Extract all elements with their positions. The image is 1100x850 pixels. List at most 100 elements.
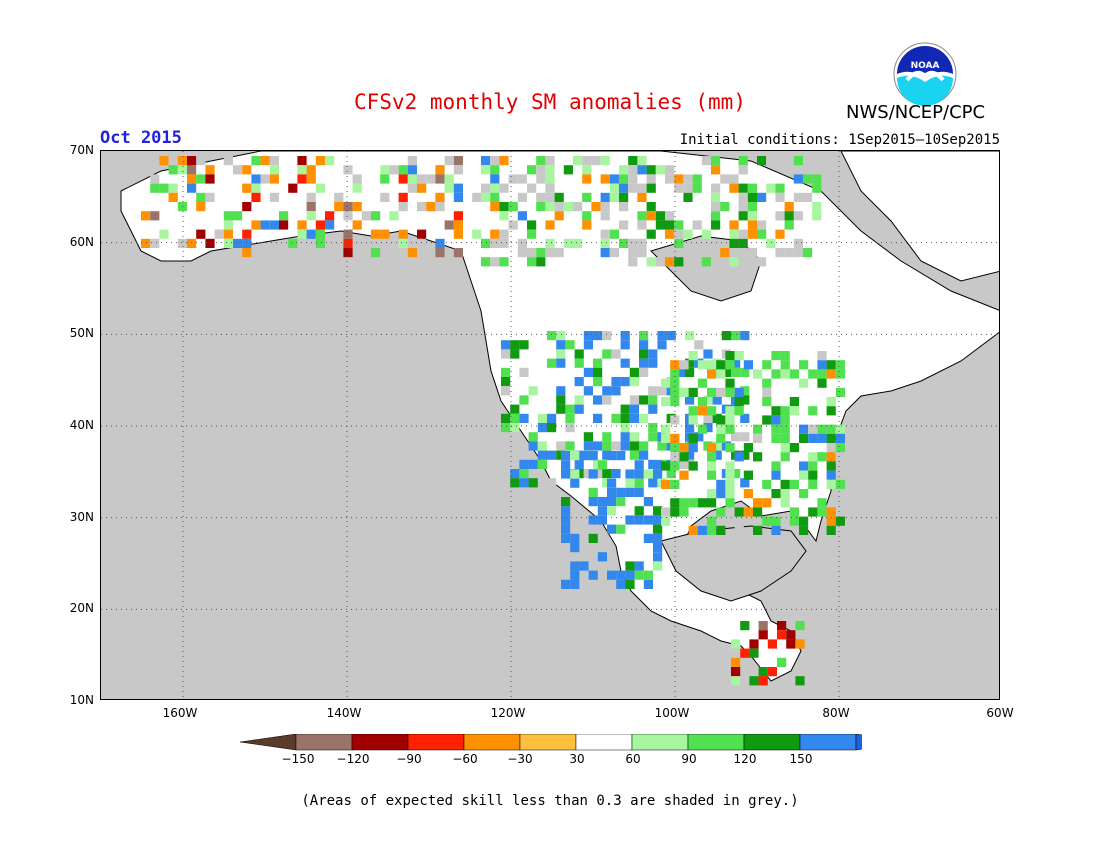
anomaly-cell [655,220,665,230]
anomaly-cell [519,469,529,479]
anomaly-cell [593,413,603,423]
anomaly-cell [616,451,626,461]
map-title: CFSv2 monthly SM anomalies (mm) [354,90,746,114]
anomaly-cell [609,192,619,202]
anomaly-cell [679,443,689,453]
anomaly-cell [646,229,656,239]
anomaly-cell [697,397,707,407]
anomaly-cell [591,202,601,212]
agency-label: NWS/NCEP/CPC [846,102,986,123]
anomaly-cell [591,156,601,166]
anomaly-cell [634,478,644,488]
anomaly-cell [444,183,454,193]
anomaly-cell [453,165,463,175]
anomaly-cell [767,639,777,649]
anomaly-cell [196,202,206,212]
anomaly-cell [799,461,809,471]
svg-text:NOAA: NOAA [911,61,940,71]
anomaly-cell [251,174,261,184]
anomaly-cell [740,395,750,405]
anomaly-cell [371,248,381,258]
anomaly-cell [780,433,790,443]
lat-label-30n: 30N [69,510,94,524]
anomaly-cell [817,498,827,508]
anomaly-cell [620,413,630,423]
anomaly-cell [150,183,160,193]
anomaly-cell [499,183,509,193]
anomaly-cell [780,479,790,489]
anomaly-cell [665,174,675,184]
anomaly-cell [490,257,500,267]
anomaly-cell [707,406,717,416]
anomaly-cell [731,667,741,677]
anomaly-cell [619,202,629,212]
anomaly-cell [643,579,653,589]
legend-label: 150 [789,752,813,766]
anomaly-cell [519,478,529,488]
anomaly-cell [775,229,785,239]
anomaly-cell [743,360,753,370]
anomaly-cell [771,406,781,416]
anomaly-cell [583,331,593,341]
anomaly-cell [674,183,684,193]
anomaly-cell [508,220,518,230]
colorbar-arrow-left [240,734,297,751]
anomaly-cell [315,229,325,239]
anomaly-cell [817,360,827,370]
anomaly-cell [795,676,805,686]
anomaly-cell [223,238,233,248]
anomaly-cell [490,229,500,239]
anomaly-cell [674,257,684,267]
anomaly-cell [697,378,707,388]
anomaly-cell [528,432,538,442]
anomaly-cell [380,229,390,239]
anomaly-cell [306,165,316,175]
anomaly-cell [517,174,527,184]
anomaly-cell [593,459,603,469]
anomaly-cell [771,525,781,535]
anomaly-cell [545,165,555,175]
anomaly-cell [762,387,772,397]
anomaly-cell [510,423,520,433]
anomaly-cell [637,183,647,193]
anomaly-cell [725,443,735,453]
anomaly-cell [780,360,790,370]
anomaly-cell [435,238,445,248]
anomaly-cell [688,498,698,508]
anomaly-cell [561,524,571,534]
anomaly-cell [288,183,298,193]
anomaly-cell [634,570,644,580]
anomaly-cell [716,433,726,443]
anomaly-cell [643,533,653,543]
anomaly-cell [611,386,621,396]
anomaly-cell [688,387,698,397]
anomaly-cell [619,192,629,202]
anomaly-cell [784,220,794,230]
anomaly-cell [297,229,307,239]
anomaly-cell [582,156,592,166]
anomaly-cell [826,443,836,453]
anomaly-cell [417,174,427,184]
anomaly-cell [510,469,520,479]
anomaly-cell [536,257,546,267]
anomaly-cell [716,479,726,489]
anomaly-cell [607,478,617,488]
anomaly-cell [808,433,818,443]
anomaly-cell [743,470,753,480]
anomaly-cell [574,404,584,414]
anomaly-cell [725,351,735,361]
map-canvas [101,151,999,699]
anomaly-cell [536,156,546,166]
anomaly-cell [835,433,845,443]
anomaly-cell [141,165,151,175]
anomaly-cell [251,220,261,230]
anomaly-cell [547,450,557,460]
anomaly-cell [786,639,796,649]
anomaly-cell [223,220,233,230]
anomaly-cell [670,443,680,453]
anomaly-cell [826,397,836,407]
anomaly-cell [570,451,580,461]
anomaly-cell [196,229,206,239]
anomaly-cell [707,525,717,535]
anomaly-cell [771,424,781,434]
